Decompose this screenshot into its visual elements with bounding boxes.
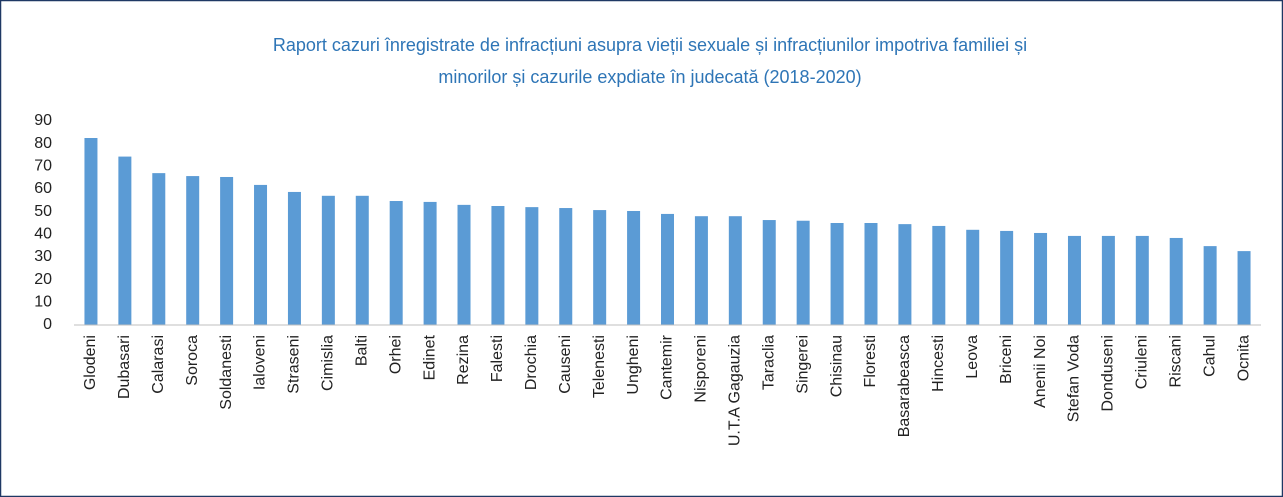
bar [627, 210, 641, 325]
bar [287, 191, 301, 325]
bar [1135, 235, 1149, 325]
bar [254, 184, 268, 325]
y-tick-label: 30 [34, 248, 52, 265]
bar [1000, 230, 1014, 325]
x-tick-label: Glodeni [82, 335, 99, 390]
bar [321, 195, 335, 325]
bar [84, 138, 98, 325]
x-tick-label: Riscani [1167, 335, 1184, 387]
bar [1101, 235, 1115, 325]
bar [389, 201, 403, 325]
x-tick-label: Chisinau [828, 335, 845, 397]
x-tick-label: Ungheni [625, 335, 642, 395]
bar [932, 225, 946, 325]
x-tick-label: Donduseni [1100, 335, 1117, 412]
y-tick-label: 80 [34, 135, 52, 152]
x-tick-label: Basarabeasca [896, 335, 913, 437]
bar [728, 216, 742, 325]
y-tick-label: 90 [34, 112, 52, 129]
bar [830, 223, 844, 325]
bar [1034, 232, 1048, 325]
x-tick-label: Cahul [1201, 335, 1218, 377]
y-tick-label: 40 [34, 226, 52, 243]
x-tick-label: Nisporeni [693, 335, 710, 403]
bar [355, 195, 369, 325]
x-tick-label: Dubasari [116, 335, 133, 399]
chart-title: minorilor și cazurile expdiate în judeca… [438, 67, 861, 87]
x-tick-label: Calarasi [150, 335, 167, 394]
bar [491, 206, 505, 325]
bar [152, 173, 166, 325]
x-tick-label: Falesti [489, 335, 506, 382]
x-tick-label: Stefan Voda [1066, 335, 1083, 422]
x-tick-label: Briceni [998, 335, 1015, 384]
y-tick-label: 50 [34, 203, 52, 220]
x-tick-label: Leova [964, 335, 981, 379]
y-tick-label: 60 [34, 180, 52, 197]
x-tick-label: Telenesti [591, 335, 608, 398]
bar [220, 176, 234, 325]
bar [1169, 237, 1183, 325]
bar [186, 176, 200, 325]
y-tick-label: 20 [34, 271, 52, 288]
bar [661, 213, 674, 325]
bar [593, 210, 607, 325]
x-tick-label: Edinet [421, 334, 438, 380]
y-tick-label: 70 [34, 158, 52, 175]
x-tick-label: Balti [353, 335, 370, 366]
y-tick-label: 0 [43, 316, 52, 333]
x-tick-label: Ialoveni [252, 335, 269, 390]
bar [525, 207, 539, 325]
x-tick-label: Singerei [794, 335, 811, 394]
chart-title: Raport cazuri înregistrate de infracțiun… [273, 35, 1027, 55]
x-tick-label: Drochia [523, 335, 540, 390]
bar [1237, 251, 1251, 325]
bar [796, 220, 810, 325]
y-tick-label: 10 [34, 294, 52, 311]
bar [966, 229, 980, 325]
x-tick-label: Soroca [184, 335, 201, 386]
bar [762, 220, 776, 325]
bar [898, 224, 912, 325]
x-tick-label: Rezina [455, 335, 472, 385]
bar [694, 216, 708, 325]
bar [1067, 235, 1081, 325]
x-tick-label: Taraclia [760, 335, 777, 390]
bar [457, 204, 471, 325]
x-tick-label: Straseni [286, 335, 303, 394]
x-tick-label: Cimislia [320, 335, 337, 391]
bar [118, 156, 132, 325]
x-tick-label: Floresti [862, 335, 879, 387]
x-tick-label: Causeni [557, 335, 574, 394]
x-tick-label: Cantemir [659, 334, 676, 400]
bar [1203, 246, 1217, 325]
x-tick-label: Ocnita [1235, 335, 1252, 381]
bar [864, 223, 878, 325]
bar [559, 208, 573, 325]
x-tick-label: Hincesti [930, 335, 947, 392]
x-tick-label: Criuleni [1134, 335, 1151, 389]
x-tick-label: Anenii Noi [1032, 335, 1049, 408]
x-tick-label: Soldanesti [218, 335, 235, 410]
x-tick-label: U.T.A Gagauzia [727, 335, 744, 446]
x-tick-label: Orhei [387, 335, 404, 374]
bar [423, 201, 437, 325]
